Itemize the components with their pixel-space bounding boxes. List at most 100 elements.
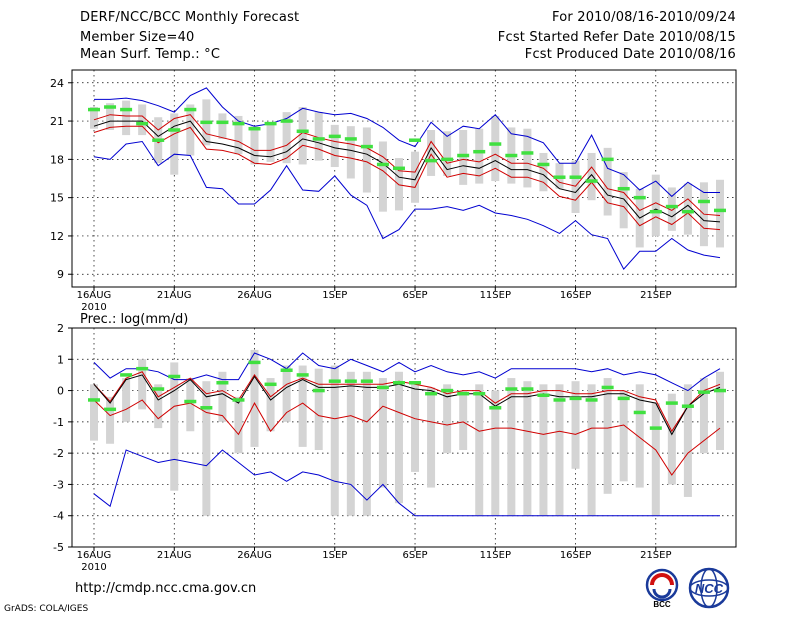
panel-1 (68, 327, 737, 551)
x-tick-label: 11SEP (480, 550, 511, 561)
ensemble-box (106, 103, 115, 130)
precip-title: Prec.: log(mm/d) (80, 312, 188, 327)
ensemble-box (619, 390, 628, 482)
ensemble-box (459, 129, 468, 185)
series-lower-line (93, 399, 721, 476)
ensemble-box (716, 179, 724, 248)
series-max-line (93, 352, 721, 392)
ensemble-box (378, 141, 387, 212)
ensemble-box (298, 365, 307, 447)
y-tick-label: 0 (57, 385, 64, 398)
ensemble-box (186, 378, 195, 432)
produced-date: Fcst Produced Date 2010/08/16 (524, 47, 736, 62)
variable-label: Mean Surf. Temp.: °C (80, 47, 221, 62)
x-tick-label: 11SEP (480, 290, 511, 301)
ensemble-box (138, 104, 147, 136)
ensemble-box (346, 126, 355, 179)
ensemble-box (106, 396, 115, 444)
ensemble-box (170, 362, 179, 491)
ensemble-box (218, 113, 227, 139)
y-tick-label: -1 (53, 416, 64, 429)
ensemble-box (555, 384, 564, 516)
chart-title: DERF/NCC/BCC Monthly Forecast (80, 10, 300, 25)
panel-0 (68, 69, 737, 291)
y-tick-label: -2 (53, 447, 64, 460)
ensemble-box (202, 381, 211, 516)
y-tick-label: 2 (57, 322, 64, 335)
ensemble-box (651, 403, 660, 516)
ensemble-box (587, 384, 596, 516)
ensemble-box (330, 365, 339, 516)
ensemble-box (234, 115, 243, 155)
ensemble-box (314, 368, 323, 451)
ensemble-box (378, 378, 387, 488)
x-tick-label: 16AUG (77, 290, 112, 301)
ensemble-box (218, 371, 227, 422)
y-tick-label: 1 (57, 353, 64, 366)
y-tick-label: 21 (50, 115, 64, 128)
y-tick-label: 18 (50, 153, 64, 166)
ncc-logo-text: NCC (695, 581, 724, 596)
ensemble-box (394, 371, 403, 504)
plot-frame (71, 69, 737, 288)
bcc-logo-icon: BCC (645, 568, 679, 608)
series-mean-line (93, 120, 721, 223)
ensemble-box (603, 378, 612, 494)
ensemble-box (346, 371, 355, 516)
ensemble-box (234, 396, 243, 454)
ensemble-box (314, 112, 323, 161)
series-lower-line (93, 125, 721, 231)
ensemble-box (427, 129, 436, 176)
ensemble-box (362, 371, 371, 516)
ensemble-box (651, 174, 660, 236)
x-tick-year: 2010 (81, 302, 106, 313)
x-tick-label: 1SEP (322, 290, 347, 301)
bcc-logo-text: BCC (653, 600, 671, 608)
ensemble-box (475, 128, 484, 184)
ensemble-box (170, 113, 179, 175)
ensemble-box (539, 152, 548, 192)
ensemble-box (619, 172, 628, 229)
ensemble-box (667, 393, 676, 485)
grads-credit: GrADS: COLA/IGES (4, 604, 89, 614)
ensemble-box (411, 384, 420, 472)
ensemble-box (603, 147, 612, 216)
x-tick-label: 21AUG (157, 290, 192, 301)
ensemble-box (491, 115, 500, 182)
y-tick-label: -3 (53, 478, 64, 491)
series-min-line (93, 449, 720, 517)
x-tick-label: 6SEP (402, 290, 427, 301)
x-tick-label: 16SEP (560, 550, 591, 561)
member-size: Member Size=40 (80, 30, 195, 45)
x-tick-label: 21SEP (640, 290, 671, 301)
forecast-period: For 2010/08/16-2010/09/24 (552, 10, 736, 25)
x-tick-label: 21SEP (640, 550, 671, 561)
x-tick-label: 6SEP (402, 550, 427, 561)
ensemble-box (667, 187, 676, 231)
x-tick-label: 16SEP (560, 290, 591, 301)
ensemble-box (683, 384, 692, 497)
x-tick-label: 1SEP (322, 550, 347, 561)
ensemble-box (459, 390, 468, 451)
ensemble-box (475, 384, 484, 516)
x-tick-label: 16AUG (77, 550, 112, 561)
ensemble-box (587, 152, 596, 201)
y-tick-label: 12 (50, 230, 64, 243)
ensemble-box (539, 384, 548, 516)
ensemble-box (507, 378, 516, 516)
ensemble-box (90, 107, 98, 129)
series-min-line (93, 140, 721, 270)
ensemble-box (523, 381, 532, 516)
ensemble-box (266, 378, 275, 432)
ensemble-box (699, 378, 708, 454)
y-tick-label: 9 (57, 268, 64, 281)
y-tick-label: 24 (50, 77, 64, 90)
ensemble-box (716, 371, 724, 451)
series-mean-line (93, 374, 721, 436)
series-upper-line (93, 114, 721, 216)
y-tick-label: 15 (50, 192, 64, 205)
ensemble-box (491, 390, 500, 516)
x-tick-label: 26AUG (237, 550, 272, 561)
x-tick-label: 26AUG (237, 290, 272, 301)
